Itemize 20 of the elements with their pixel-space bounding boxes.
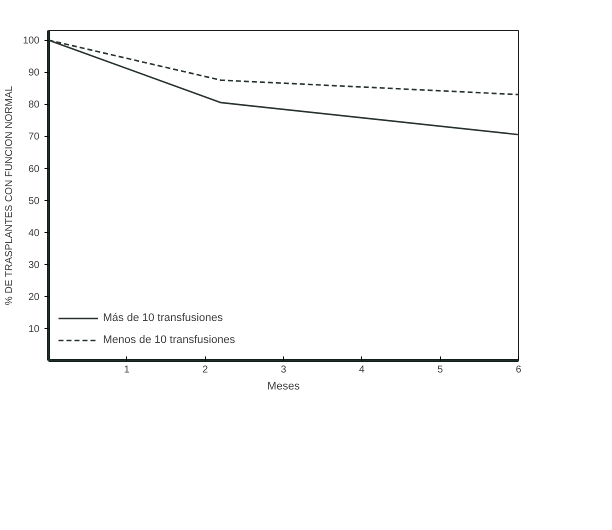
y-tick-label: 20 bbox=[28, 292, 40, 303]
x-axis-title: Meses bbox=[267, 380, 300, 392]
x-tick-label: 6 bbox=[516, 364, 522, 376]
y-tick-label: 60 bbox=[28, 164, 40, 175]
y-axis-title: % DE TRASPLANTES CON FUNCION NORMAL bbox=[4, 86, 15, 306]
y-tick-label: 70 bbox=[28, 132, 40, 143]
legend-label: Más de 10 transfusiones bbox=[103, 312, 223, 324]
x-tick-label: 2 bbox=[202, 364, 208, 376]
x-tick-label: 3 bbox=[280, 364, 287, 376]
y-tick-label: 100 bbox=[22, 36, 40, 47]
y-tick-label: 80 bbox=[28, 100, 40, 111]
y-tick-label: 90 bbox=[28, 68, 40, 79]
x-tick-label: 1 bbox=[124, 364, 130, 376]
y-tick-label: 50 bbox=[28, 196, 40, 207]
x-tick-label: 5 bbox=[437, 364, 444, 376]
y-tick-label: 30 bbox=[28, 260, 40, 271]
legend-label: Menos de 10 transfusiones bbox=[103, 334, 236, 346]
y-tick-label: 10 bbox=[28, 324, 40, 335]
x-tick-label: 4 bbox=[359, 364, 366, 376]
y-tick-label: 40 bbox=[28, 228, 40, 239]
